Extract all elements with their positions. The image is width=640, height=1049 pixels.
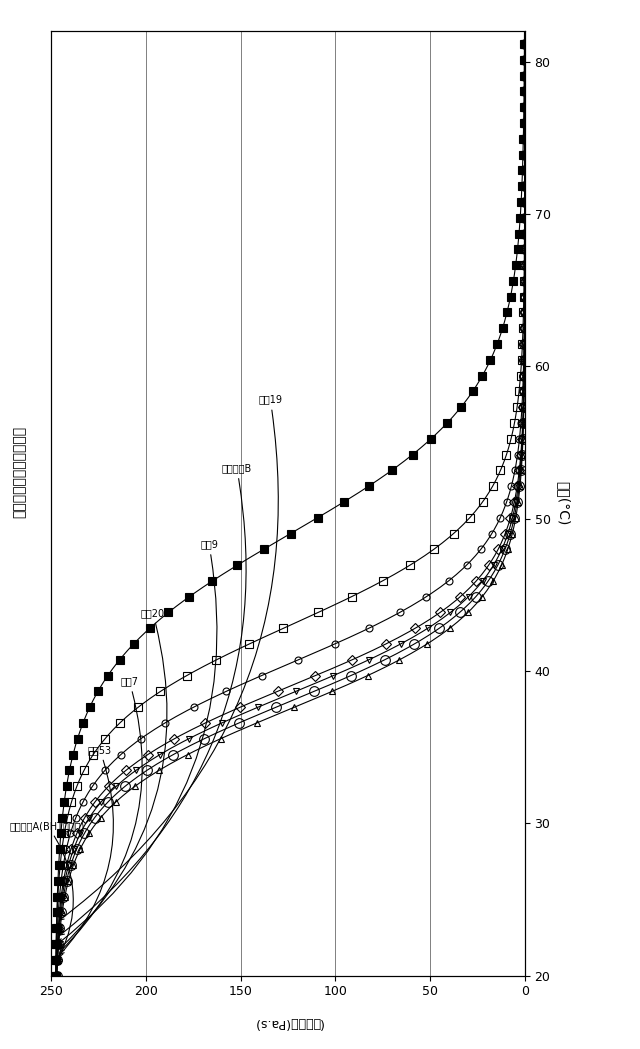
Text: 製剤20: 製剤20 xyxy=(60,607,167,948)
Text: 参照製剤A(BHTを含む): 参照製剤A(BHTを含む) xyxy=(10,821,85,957)
Y-axis label: 温度(°C): 温度(°C) xyxy=(556,481,570,526)
Text: 製剤7: 製剤7 xyxy=(60,677,142,951)
Text: ブレンド製剤の温度援引: ブレンド製剤の温度援引 xyxy=(12,426,26,518)
Text: 製剤53: 製剤53 xyxy=(60,745,113,955)
Text: 製剤9: 製剤9 xyxy=(60,539,218,943)
Text: (粘度率粘(Pa.s): (粘度率粘(Pa.s) xyxy=(253,1016,323,1029)
Text: 参照製剤B: 参照製剤B xyxy=(60,463,252,935)
Text: 製剤19: 製剤19 xyxy=(60,394,282,920)
